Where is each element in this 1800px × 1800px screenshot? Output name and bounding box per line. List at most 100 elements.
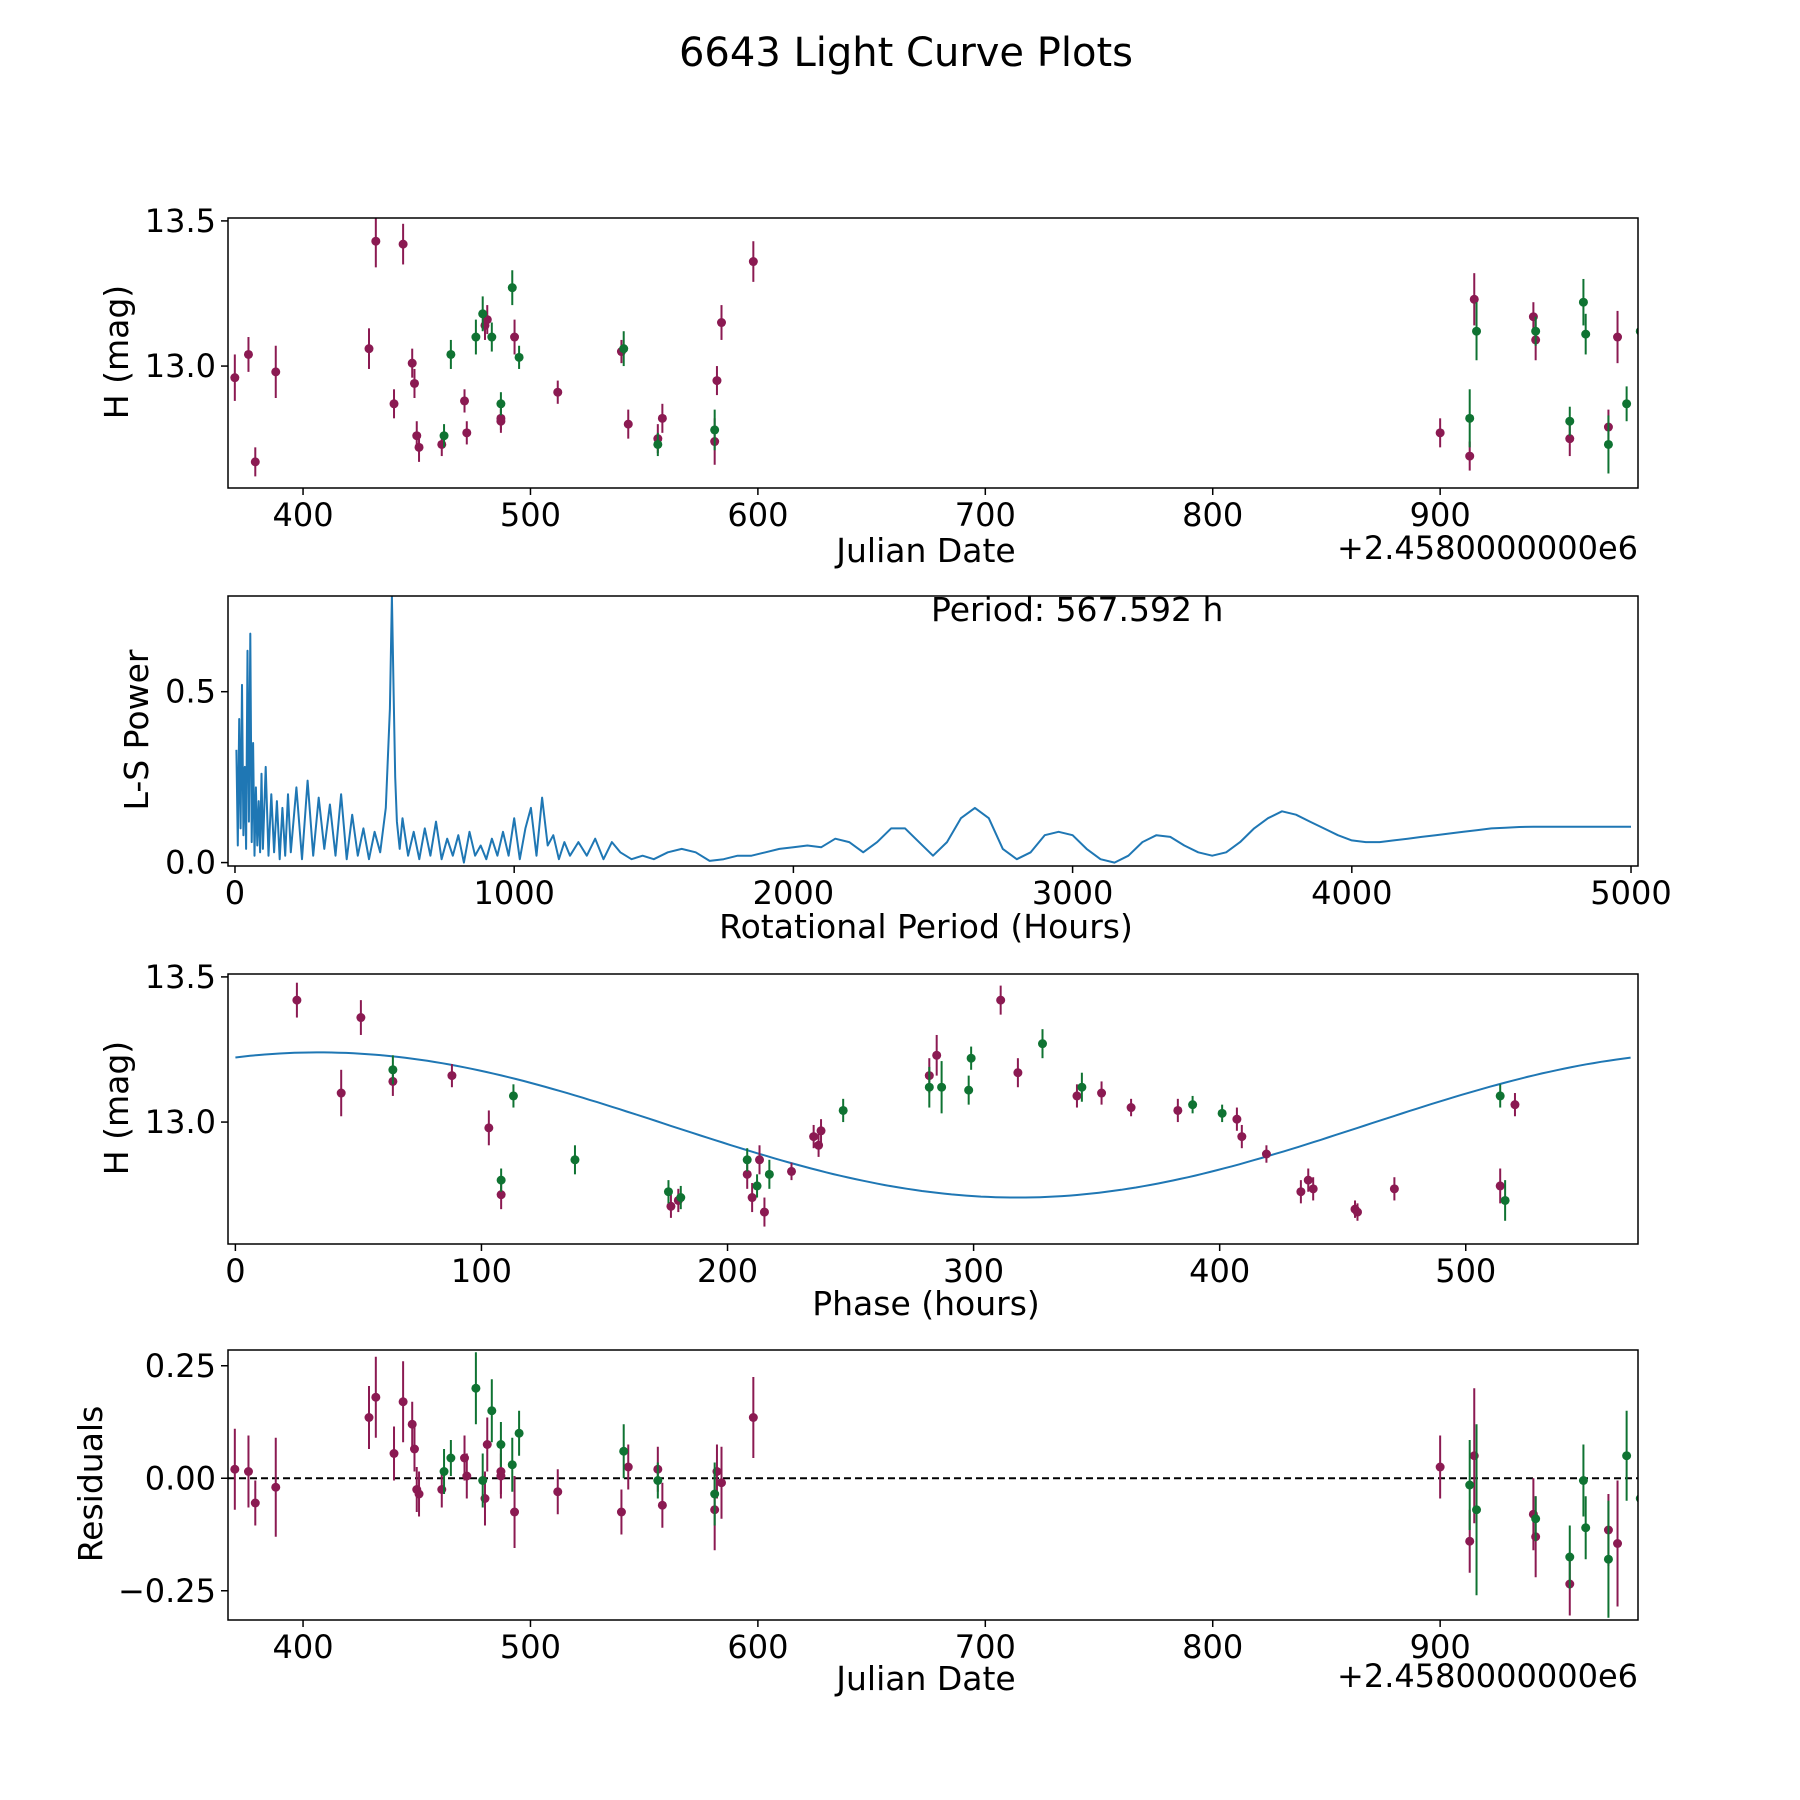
residuals-point: [398, 1397, 408, 1407]
residuals-point: [553, 1487, 563, 1497]
residuals-point: [243, 1467, 253, 1476]
lightcurve-point: [1465, 451, 1475, 461]
lightcurve-ylabel: H (mag): [97, 285, 136, 419]
lightcurve-xtick-label: 500: [500, 496, 561, 534]
phased-point: [447, 1071, 457, 1081]
residuals-point: [478, 1476, 488, 1485]
residuals-point: [471, 1383, 481, 1393]
periodogram-xtick-label: 3000: [1032, 874, 1113, 912]
phased-xtick-label: 200: [697, 1252, 758, 1290]
phased-point: [764, 1169, 774, 1179]
residuals-point: [1435, 1462, 1445, 1472]
residuals-ytick-label: 0.00: [145, 1459, 216, 1497]
phased-point: [356, 1013, 366, 1023]
residuals-plot: 400 500 600 700 800 900 0.25 0.00 −0.25: [118, 1347, 1639, 1666]
phased-point: [1296, 1187, 1306, 1197]
phased-point: [932, 1050, 942, 1060]
phased-point: [1217, 1108, 1227, 1118]
residuals-xtick-label: 700: [955, 1628, 1016, 1666]
phased-xtick-label: 0: [225, 1252, 245, 1290]
lightcurve-point: [478, 309, 488, 319]
residuals-point: [389, 1449, 399, 1458]
panel-lightcurve: H (mag) Julian Date +2.4580000000e6: [97, 285, 1638, 570]
residuals-point: [250, 1498, 260, 1508]
periodogram-ylabel: L-S Power: [117, 649, 156, 810]
phased-point: [742, 1155, 752, 1165]
lightcurve-point: [446, 349, 456, 359]
lightcurve-point: [717, 318, 726, 328]
periodogram-plot: 0 1000 2000 3000 4000 5000 0.5 0.0: [165, 595, 1672, 912]
residuals-point: [657, 1500, 667, 1510]
phased-point: [755, 1155, 765, 1165]
residuals-point: [507, 1460, 517, 1470]
lightcurve-point: [619, 344, 629, 354]
panel-phased: H (mag) Phase (hours): [97, 1041, 1040, 1323]
lightcurve-xtick-label: 400: [273, 496, 334, 534]
residuals-point: [1578, 1476, 1588, 1485]
phased-marks: [235, 982, 1631, 1227]
phased-xtick-label: 500: [1435, 1252, 1496, 1290]
phased-point: [1495, 1091, 1505, 1101]
phased-point: [742, 1169, 752, 1179]
lightcurve-marks: [230, 218, 1638, 477]
lightcurve-point: [1603, 439, 1613, 449]
lightcurve-ytick-label: 13.5: [145, 202, 216, 240]
lightcurve-point: [657, 413, 667, 423]
lightcurve-point: [1581, 329, 1591, 339]
residuals-marks: [228, 1352, 1638, 1618]
lightcurve-plot: 400 500 600 700 800 900 13.5 13.0: [145, 202, 1639, 534]
residuals-xtick-label: 600: [727, 1628, 788, 1666]
lightcurve-frame: [227, 217, 1639, 489]
periodogram-xtick-label: 1000: [473, 874, 554, 912]
residuals-point: [1565, 1552, 1575, 1562]
periodogram-marks: [235, 596, 1631, 864]
lightcurve-point: [710, 425, 720, 435]
phased-point: [1013, 1068, 1023, 1078]
residuals-point: [446, 1453, 456, 1463]
residuals-point: [271, 1482, 281, 1492]
residuals-point: [616, 1507, 626, 1517]
periodogram-xtick-label: 0: [225, 874, 245, 912]
lightcurve-point: [1469, 294, 1479, 304]
lightcurve-point: [1435, 428, 1445, 438]
phased-point: [1500, 1195, 1510, 1205]
lightcurve-point: [748, 257, 758, 267]
lightcurve-point: [1635, 327, 1638, 336]
lightcurve-point: [389, 399, 399, 409]
lightcurve-point: [1565, 434, 1575, 444]
lightcurve-point: [414, 442, 424, 452]
residuals-point: [414, 1489, 424, 1499]
lightcurve-point: [623, 419, 633, 429]
periodogram-xtick-label: 2000: [753, 874, 834, 912]
phased-point: [759, 1207, 769, 1217]
phased-point: [496, 1190, 506, 1200]
residuals-ytick-label: −0.25: [118, 1572, 216, 1610]
residuals-ytick-label: 0.25: [145, 1347, 216, 1385]
phased-point: [924, 1082, 934, 1092]
phased-point: [1072, 1091, 1082, 1101]
lightcurve-point: [496, 399, 506, 409]
phased-point: [484, 1123, 494, 1133]
residuals-point: [1581, 1523, 1591, 1533]
lightcurve-point: [514, 352, 524, 362]
residuals-point: [623, 1462, 633, 1472]
lightcurve-point: [653, 439, 663, 449]
lightcurve-point: [510, 332, 520, 342]
residuals-point: [462, 1471, 472, 1481]
phased-point: [1495, 1181, 1505, 1191]
phased-point: [1038, 1039, 1048, 1049]
residuals-xtick-label: 400: [273, 1628, 334, 1666]
residuals-point: [371, 1392, 381, 1402]
lightcurve-point: [407, 358, 417, 368]
residuals-point: [1603, 1554, 1613, 1564]
phased-xtick-label: 100: [451, 1252, 512, 1290]
phased-xtick-label: 300: [943, 1252, 1004, 1290]
residuals-point: [496, 1471, 506, 1481]
phased-point: [1188, 1100, 1198, 1110]
lightcurve-point: [487, 332, 497, 342]
periodogram-ytick-label: 0.5: [165, 673, 216, 711]
phased-model-curve: [235, 1051, 1631, 1199]
periodogram-xlabel: Rotational Period (Hours): [719, 907, 1133, 946]
phased-point: [1308, 1184, 1318, 1194]
phased-point: [747, 1193, 757, 1203]
